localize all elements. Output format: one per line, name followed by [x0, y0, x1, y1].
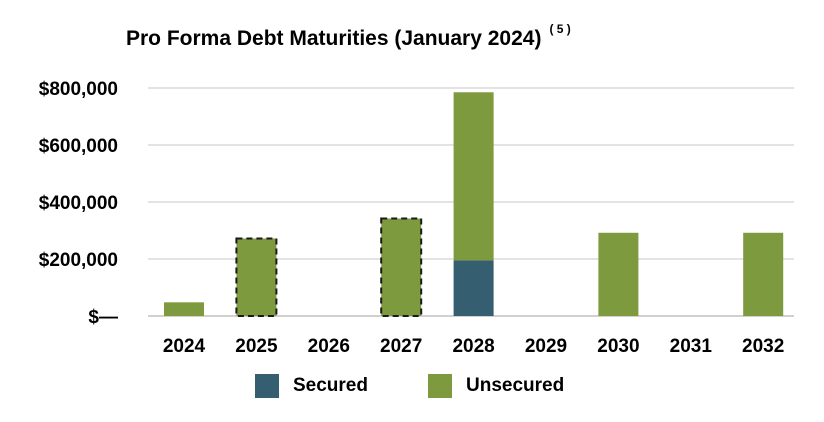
y-tick-label: $600,000 — [39, 136, 118, 157]
x-tick-label: 2030 — [597, 336, 639, 357]
x-tick-label: 2028 — [452, 336, 494, 357]
y-tick-label: $800,000 — [39, 79, 118, 100]
y-tick-label: $200,000 — [39, 250, 118, 271]
legend-item-unsecured: Unsecured — [428, 374, 564, 398]
x-tick-label: 2027 — [380, 336, 422, 357]
x-tick-label: 2024 — [163, 336, 206, 357]
bar-unsecured-2024 — [164, 302, 204, 316]
legend-label-unsecured: Unsecured — [466, 375, 565, 396]
bar-unsecured-2028 — [453, 92, 494, 261]
x-tick-label: 2025 — [235, 336, 278, 357]
y-tick-label: $— — [88, 307, 118, 328]
x-tick-label: 2031 — [670, 336, 713, 357]
bar-unsecured-2030 — [598, 232, 639, 316]
bar-unsecured-2025 — [236, 238, 277, 316]
bar-unsecured-2027 — [381, 218, 422, 316]
x-tick-label: 2029 — [525, 336, 567, 357]
x-tick-label: 2026 — [308, 336, 350, 357]
bar-outline-2027 — [380, 217, 423, 317]
legend-swatch-secured — [255, 374, 279, 398]
chart-title: Pro Forma Debt Maturities (January 2024)… — [126, 22, 571, 50]
bar-secured-2028 — [453, 260, 494, 316]
legend-label-secured: Secured — [293, 375, 368, 396]
legend-item-secured: Secured — [255, 374, 368, 398]
bar-unsecured-2032 — [743, 232, 784, 316]
legend-swatch-unsecured — [428, 374, 452, 398]
bar-outline-2025 — [235, 237, 278, 317]
x-tick-label: 2032 — [742, 336, 784, 357]
legend: Secured Unsecured — [0, 374, 824, 404]
y-tick-label: $400,000 — [39, 193, 118, 214]
footnote-marker: ( 5 ) — [549, 22, 571, 36]
